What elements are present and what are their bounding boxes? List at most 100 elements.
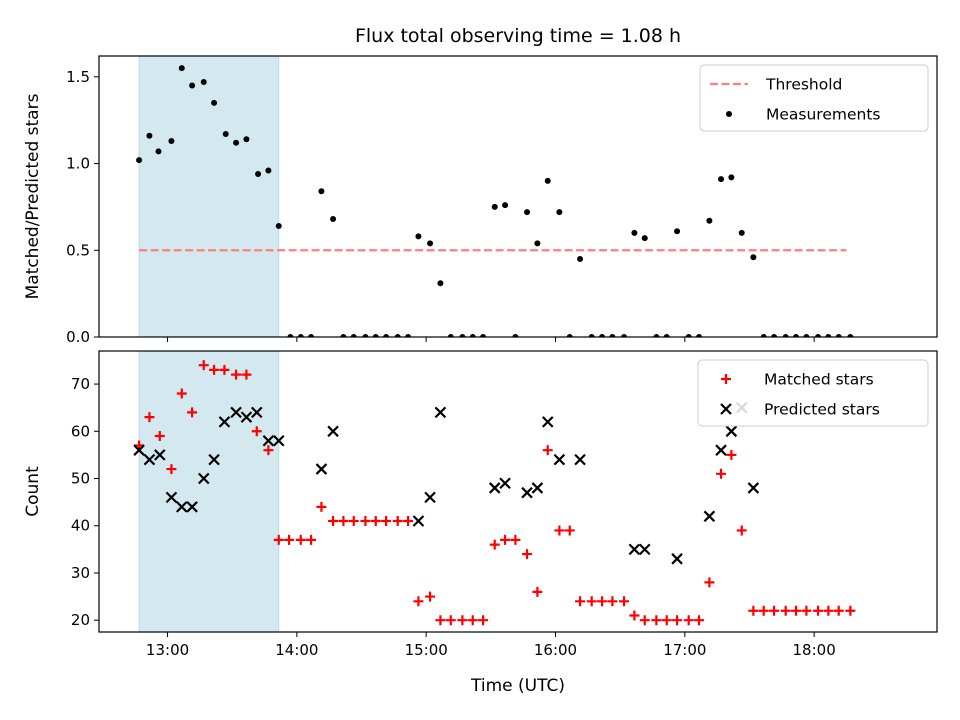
x-tick-label: 15:00 — [405, 641, 448, 659]
predicted-star-point — [175, 501, 188, 513]
matched-star-point — [295, 534, 306, 545]
matched-star-point — [219, 364, 230, 375]
count-panel: 20 30 40 50 60 70 13:00 14:00 15:00 16:00 17:00 18:… — [23, 350, 938, 659]
matched-star-point — [791, 605, 802, 616]
predicted-star-point — [250, 406, 263, 419]
matched-star-point — [338, 516, 349, 527]
matched-star-point — [435, 615, 446, 626]
panel-1-legend-label-0: Matched stars — [764, 371, 874, 389]
panel-0-legend-label-0: Threshold — [765, 76, 842, 94]
measurement-point — [609, 334, 616, 337]
matched-star-point — [564, 525, 575, 536]
measurement-point — [760, 334, 767, 337]
predicted-star-point — [434, 406, 447, 419]
measurement-point — [275, 222, 282, 229]
predicted-star-point — [262, 434, 275, 447]
predicted-star-point — [574, 453, 586, 466]
predicted-star-point — [541, 416, 554, 428]
matched-star-point — [166, 464, 177, 475]
x-tick-label: 17:00 — [663, 641, 706, 659]
predicted-star-point — [218, 416, 231, 428]
measurement-point — [621, 334, 628, 337]
predicted-star-point — [240, 411, 253, 423]
x-tick-label: 18:00 — [793, 641, 836, 659]
measurement-point — [771, 334, 778, 337]
measurement-point — [663, 334, 670, 337]
measurement-point — [211, 99, 218, 106]
panel-0-y-tick-label: 1.5 — [66, 68, 90, 86]
measurement-point — [136, 157, 143, 164]
matched-star-point — [467, 615, 478, 626]
panel-0-legend-label-1: Measurements — [766, 106, 881, 124]
measurement-point — [685, 334, 692, 337]
matched-star-point — [833, 605, 844, 616]
predicted-star-point — [638, 543, 651, 556]
panel-0-axes-frame — [98, 55, 938, 338]
matched-star-point — [187, 407, 198, 418]
matched-star-point — [726, 449, 737, 460]
predicted-star-point — [725, 425, 738, 438]
panel-0-y-tick-label: 1.0 — [66, 155, 90, 173]
measurement-point — [437, 280, 444, 287]
measurement-point — [728, 174, 735, 181]
predicted-star-point — [208, 453, 220, 466]
measurement-point — [372, 334, 379, 337]
matched-star-point — [661, 615, 672, 626]
measurement-point — [189, 82, 196, 89]
predicted-star-point — [715, 444, 727, 456]
predicted-star-point — [412, 515, 425, 527]
matched-star-point — [241, 369, 252, 380]
measurement-point — [815, 334, 822, 337]
panel-1-series-0 — [134, 360, 856, 626]
predicted-star-point — [165, 491, 178, 504]
panel-0-legend: Threshold Measurements — [699, 64, 929, 132]
measurement-point — [480, 334, 487, 337]
matched-star-point — [316, 501, 327, 512]
panel-1-series-1 — [133, 401, 760, 565]
matched-star-point — [273, 534, 284, 545]
x-axis-label: Time (UTC) — [470, 676, 565, 696]
measurement-point — [243, 136, 250, 143]
measurement-point — [155, 148, 162, 155]
matched-star-point — [457, 615, 468, 626]
matched-star-point — [413, 596, 424, 607]
panel-1-legend-box — [697, 359, 929, 427]
matched-star-point — [263, 445, 274, 456]
matched-star-point — [231, 369, 242, 380]
predicted-star-point — [671, 553, 683, 565]
matched-star-point — [445, 615, 456, 626]
measurement-point — [577, 255, 584, 262]
panel-1-y-tick-label: 40 — [71, 517, 90, 535]
measurement-point — [534, 240, 541, 247]
matched-star-point — [144, 412, 155, 423]
panel-1-axes-frame — [98, 350, 938, 633]
predicted-star-point — [230, 406, 242, 419]
matched-star-point — [489, 539, 500, 550]
matched-star-point — [704, 577, 715, 588]
matched-star-point — [154, 431, 165, 442]
matched-star-point — [209, 364, 220, 375]
measurement-point — [168, 137, 175, 144]
matched-star-point — [532, 586, 543, 597]
measurement-point — [427, 240, 434, 247]
matched-star-point — [348, 516, 359, 527]
predicted-star-point — [197, 472, 210, 485]
matched-star-point — [607, 596, 618, 607]
predicted-star-point — [272, 434, 285, 447]
matched-star-point — [360, 516, 371, 527]
ratio-panel: 0.0 0.5 1.0 1.5 Matched/Predicted stars Thres… — [23, 55, 938, 346]
predicted-star-point — [186, 501, 198, 513]
matched-star-point — [651, 615, 662, 626]
measurement-point — [383, 334, 390, 337]
measurement-point — [330, 216, 337, 223]
matched-star-point — [619, 596, 630, 607]
panel-1-plot-area — [133, 360, 856, 626]
matched-star-point — [801, 605, 812, 616]
measurement-point — [544, 177, 551, 184]
measurement-point — [362, 334, 369, 337]
panel-0-y-tick-label: 0.5 — [66, 241, 90, 259]
measurement-point — [674, 228, 681, 235]
panel-0-y-axis-label: Matched/Predicted stars — [23, 93, 43, 299]
predicted-star-point — [499, 477, 511, 490]
legend-measurement-swatch — [726, 111, 732, 117]
